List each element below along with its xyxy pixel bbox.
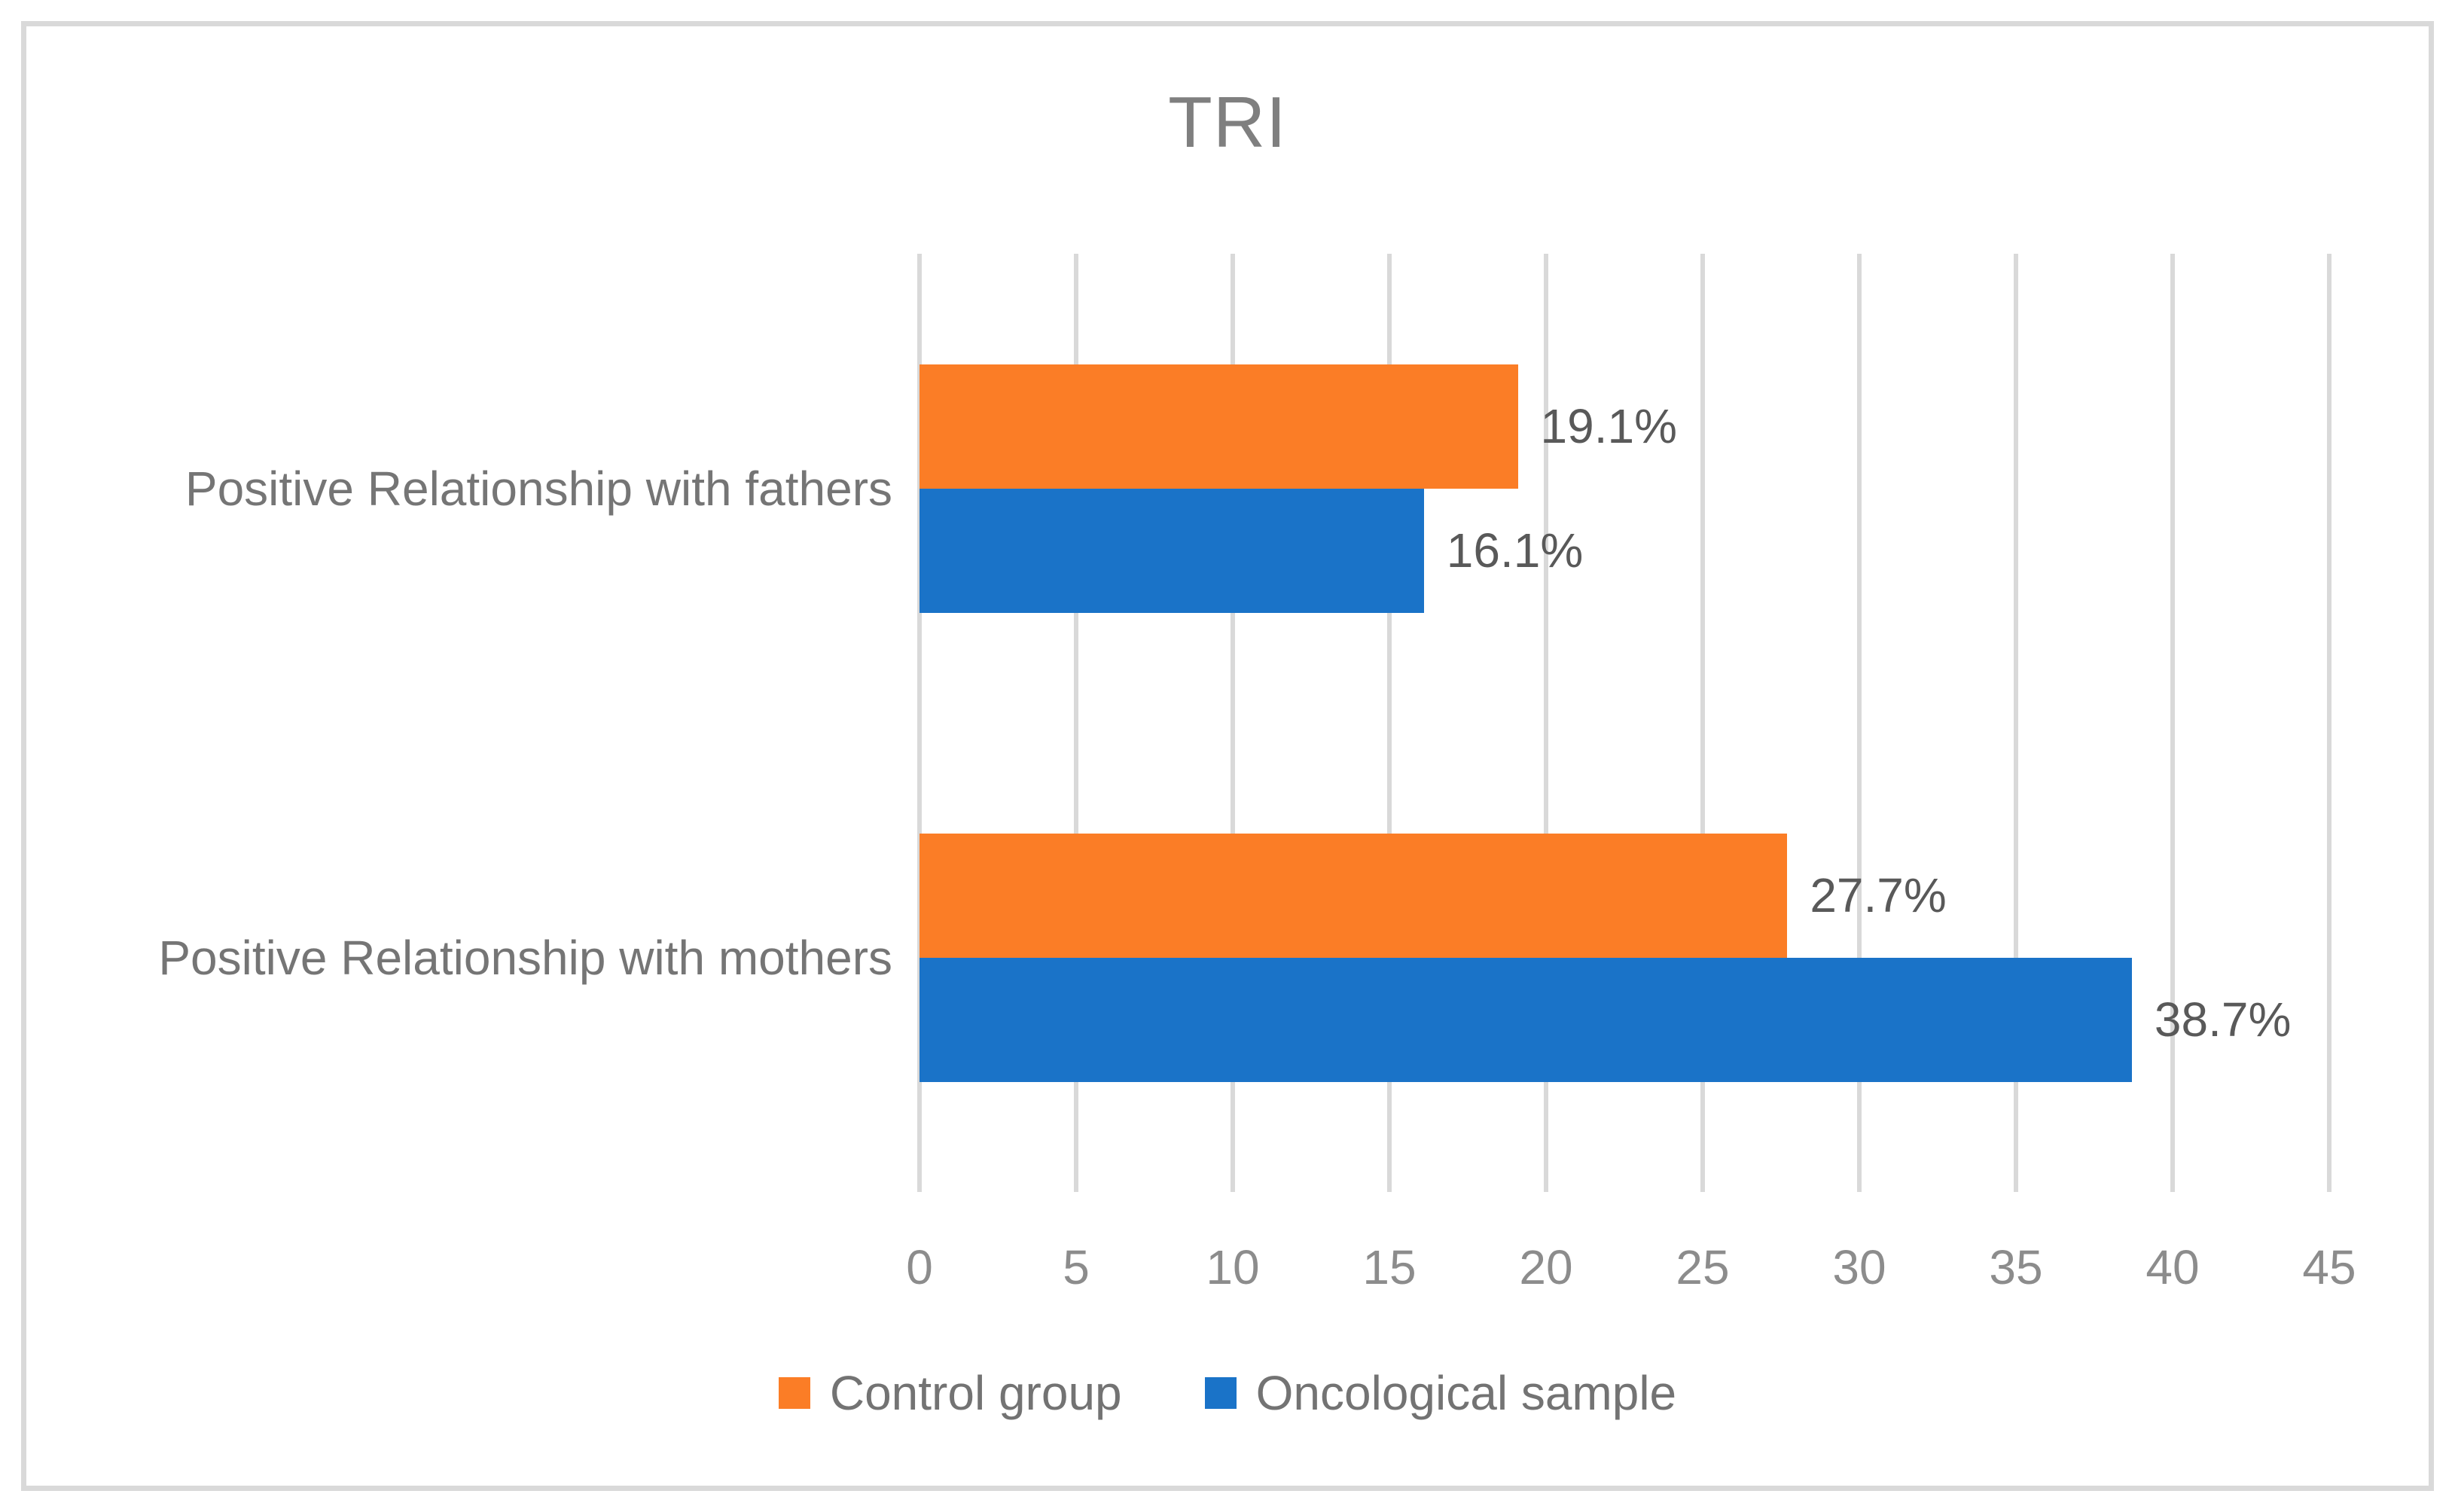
bar-control-group [919, 833, 1788, 958]
x-tick-label: 35 [1989, 1240, 2043, 1294]
x-tick-label: 0 [906, 1240, 933, 1294]
legend-swatch [778, 1377, 810, 1409]
gridline [1857, 254, 1862, 1192]
gridline [1231, 254, 1235, 1192]
legend-label: Oncological sample [1255, 1366, 1677, 1420]
gridline [2170, 254, 2175, 1192]
bar-oncological-sample [919, 488, 1424, 613]
chart-frame [21, 21, 2434, 1491]
x-tick-label: 40 [2145, 1240, 2200, 1294]
x-tick-label: 30 [1832, 1240, 1886, 1294]
gridline [1387, 254, 1392, 1192]
gridline [1544, 254, 1548, 1192]
gridline [2014, 254, 2018, 1192]
legend-swatch [1204, 1377, 1237, 1409]
data-label: 27.7% [1810, 868, 1947, 922]
x-tick-label: 10 [1206, 1240, 1260, 1294]
gridline [1074, 254, 1078, 1192]
legend-label: Control group [829, 1366, 1122, 1420]
gridline [2327, 254, 2331, 1192]
x-tick-label: 20 [1519, 1240, 1573, 1294]
chart-title: TRI [1168, 82, 1287, 163]
category-label: Positive Relationship with fathers [185, 461, 892, 516]
plot-area: 19.1% 16.1% 27.7% 38.7% [917, 254, 2331, 1192]
gridline [917, 254, 922, 1192]
legend: Control group Oncological sample [0, 1364, 2455, 1422]
legend-item: Control group [778, 1364, 1122, 1422]
bar-oncological-sample [919, 957, 2132, 1082]
legend-item: Oncological sample [1204, 1364, 1677, 1422]
x-tick-label: 45 [2302, 1240, 2356, 1294]
data-label: 38.7% [2154, 992, 2292, 1047]
bar-control-group [919, 364, 1518, 489]
gridline [1700, 254, 1705, 1192]
x-tick-label: 25 [1676, 1240, 1730, 1294]
data-label: 16.1% [1446, 523, 1584, 578]
x-tick-label: 5 [1063, 1240, 1090, 1294]
x-tick-label: 15 [1362, 1240, 1417, 1294]
data-label: 19.1% [1540, 399, 1678, 453]
category-label: Positive Relationship with mothers [158, 930, 892, 985]
